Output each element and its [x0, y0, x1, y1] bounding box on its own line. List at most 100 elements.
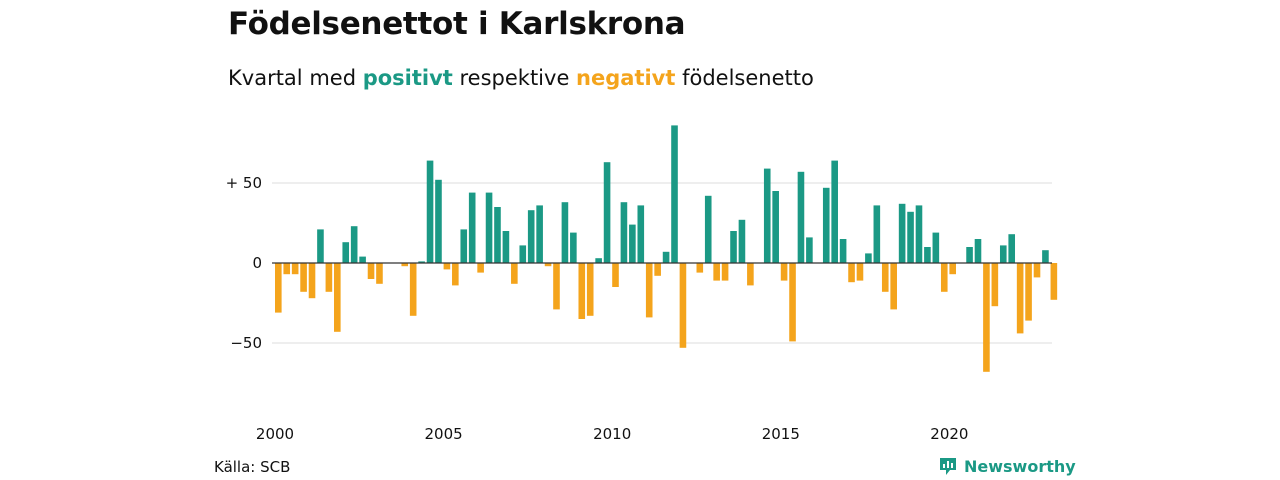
y-tick-label: + 50 [226, 174, 262, 192]
bar [974, 239, 982, 263]
bar [443, 263, 451, 270]
bar [747, 263, 754, 286]
x-tick-label: 2015 [762, 425, 800, 443]
subtitle-negative-word: negativt [576, 66, 676, 90]
bar [991, 263, 999, 307]
y-tick-label: 0 [252, 254, 262, 272]
bar [772, 191, 779, 263]
x-tick-label: 2010 [593, 425, 631, 443]
bar [1042, 250, 1049, 263]
bar [536, 205, 543, 263]
bars [275, 125, 1058, 372]
bar [797, 171, 805, 263]
bar [1050, 263, 1058, 300]
bar [401, 263, 409, 267]
bar [924, 247, 931, 263]
bar [696, 263, 704, 273]
bar [1033, 263, 1041, 278]
bar [839, 239, 847, 263]
bar [898, 203, 906, 263]
bar [527, 210, 535, 263]
bar [376, 263, 383, 284]
bar [553, 263, 560, 310]
bar [325, 263, 333, 292]
bar [561, 202, 569, 263]
bar [435, 179, 442, 263]
bar [511, 263, 518, 284]
bar [629, 224, 636, 263]
subtitle-text-3: födelsenetto [675, 66, 814, 90]
bar [620, 202, 628, 263]
bar [275, 263, 282, 313]
bar [662, 251, 670, 263]
bar [940, 263, 948, 292]
bar [595, 258, 602, 263]
bar [822, 187, 830, 263]
newsworthy-brand: Newsworthy [938, 456, 1076, 476]
bar [1008, 234, 1016, 263]
bar [865, 253, 872, 263]
bar [308, 263, 316, 299]
bar [452, 263, 459, 286]
bar [671, 125, 678, 264]
bar [763, 168, 771, 263]
bar [460, 229, 468, 263]
bar [890, 263, 897, 310]
bar [468, 192, 476, 263]
bar [300, 263, 307, 292]
bar [578, 263, 586, 319]
bar [831, 160, 838, 263]
bar [612, 263, 619, 287]
bar [334, 263, 341, 332]
bar [738, 219, 746, 263]
bar [603, 162, 611, 263]
bar [494, 207, 501, 263]
brand-name: Newsworthy [964, 456, 1076, 476]
bar [679, 263, 687, 348]
axes: + 50 0 −50 2000 2005 2010 2015 2020 [226, 174, 1052, 443]
bar [586, 263, 594, 316]
bar [704, 195, 712, 263]
bar [291, 263, 299, 275]
bar [342, 242, 350, 263]
bar [317, 229, 324, 263]
bar [806, 237, 813, 263]
bar [426, 160, 434, 263]
bar [367, 263, 375, 279]
bar [409, 263, 417, 316]
bar [637, 205, 645, 263]
bar [856, 263, 864, 281]
subtitle-positive-word: positivt [362, 66, 453, 90]
bar [730, 231, 737, 263]
bar [1016, 263, 1024, 334]
x-tick-label: 2020 [930, 425, 968, 443]
subtitle-text-1: Kvartal med [228, 66, 363, 90]
x-tick-label: 2005 [425, 425, 463, 443]
bar [502, 231, 510, 263]
bar [907, 211, 914, 263]
bar [713, 263, 720, 281]
newsworthy-logo-icon [940, 458, 956, 475]
bar [485, 192, 493, 263]
bar [983, 263, 990, 372]
bar [283, 263, 291, 275]
chart-title: Födelsenettot i Karlskrona [228, 6, 686, 42]
subtitle-text-2: respektive [452, 66, 577, 90]
bar [359, 256, 366, 263]
bar [873, 205, 881, 263]
grid-lines [272, 182, 1052, 344]
bar [789, 263, 796, 342]
source-note: Källa: SCB [214, 458, 291, 476]
bar [645, 263, 653, 318]
x-tick-label: 2000 [256, 425, 294, 443]
bar [477, 263, 484, 273]
bar [350, 226, 358, 263]
bar [519, 245, 527, 263]
bar [932, 232, 940, 263]
bar [999, 245, 1007, 263]
bar [721, 263, 729, 281]
bar [418, 261, 425, 263]
bar [848, 263, 855, 283]
bar [544, 263, 552, 267]
